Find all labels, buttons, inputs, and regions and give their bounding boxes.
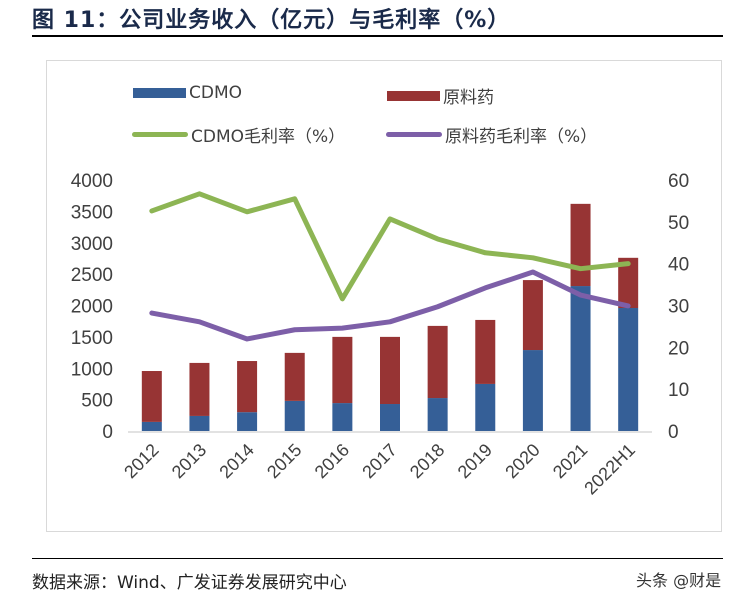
x-axis-tick: 2019 [454,440,496,482]
right-axis-tick: 20 [668,338,689,359]
bar-api [380,336,400,405]
bar-cdmo [475,383,496,431]
title-divider [32,35,723,37]
x-axis-tick: 2021 [549,440,591,482]
right-axis-tick: 40 [668,255,689,276]
right-axis-tick: 60 [668,171,689,192]
left-axis-tick: 2500 [71,265,113,286]
legend-label: CDMO [189,83,243,103]
bar-cdmo [237,412,258,431]
bar-api [570,203,591,287]
right-axis-tick: 0 [668,422,679,443]
left-axis-tick: 2000 [71,297,113,318]
legend-label: 原料药 [443,88,494,108]
x-axis-tick: 2012 [120,440,162,482]
bar-cdmo [380,404,400,431]
legend-api-margin: 原料药毛利率（%） [386,122,597,147]
legend-cdmo: CDMO [133,83,242,103]
legend-line-api-margin [386,132,442,137]
bar-api [475,319,496,384]
x-axis-tick: 2017 [358,440,400,482]
bar-api [427,325,448,399]
figure-title: 图 11：公司业务收入（亿元）与毛利率（%） [32,8,511,33]
bar-cdmo [570,286,591,431]
left-axis-tick: 1000 [71,359,113,380]
bar-api [189,362,210,416]
left-axis-tick: 500 [81,391,113,412]
bar-api [332,336,353,404]
x-axis-tick: 2014 [215,440,257,482]
bar-cdmo [332,403,353,431]
x-axis-tick: 2022H1 [580,440,639,499]
bar-api [522,280,543,351]
left-axis-tick: 3000 [71,234,113,255]
bar-cdmo [618,308,639,431]
source-note: 数据来源：Wind、广发证券发展研究中心 [32,573,347,593]
x-axis-tick: 2013 [168,440,210,482]
legend-label: CDMO毛利率（%） [191,127,346,147]
bar-cdmo [141,421,162,431]
line-api-margin [149,269,631,342]
bar-cdmo [427,398,448,431]
watermark: 头条 @财是 [636,571,722,590]
left-axis-tick: 4000 [71,171,113,192]
left-axis-tick: 3500 [71,202,113,223]
right-axis-tick: 30 [668,297,689,318]
left-axis-tick: 1500 [71,328,113,349]
bar-api [284,352,305,401]
legend-swatch-api [387,90,440,101]
legend-label: 原料药毛利率（%） [445,127,598,147]
bar-cdmo [189,415,210,431]
bar-api [237,361,258,413]
x-axis-tick: 2018 [406,440,448,482]
right-axis-tick: 10 [668,380,689,401]
legend-cdmo-margin: CDMO毛利率（%） [132,122,345,147]
chart-frame: CDMO 原料药 CDMO毛利率（%） 原料药毛利率（%） [46,60,722,532]
right-axis-tick: 50 [668,213,689,234]
left-axis-tick: 0 [102,422,113,443]
legend-swatch-cdmo [133,88,186,98]
x-axis-tick: 2016 [311,440,353,482]
legend-line-cdmo-margin [132,132,188,137]
source-divider [32,558,723,559]
x-axis-tick: 2015 [263,440,305,482]
legend-api: 原料药 [387,83,494,108]
bar-cdmo [522,350,543,431]
bar-api [618,257,639,309]
x-axis-tick: 2020 [501,440,543,482]
bar-api [141,371,162,422]
bar-cdmo [284,400,305,431]
